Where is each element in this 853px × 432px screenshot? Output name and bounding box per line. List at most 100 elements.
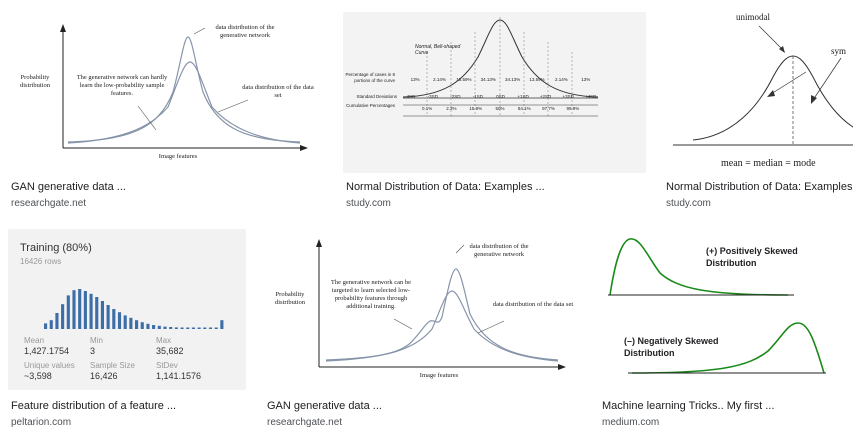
histogram-bar — [152, 325, 156, 329]
result-thumbnail-5[interactable]: Probability distribution data distributi… — [264, 229, 580, 390]
histogram-bar — [208, 327, 213, 329]
histogram-bar — [203, 327, 207, 329]
histogram-bar — [146, 323, 150, 329]
result-source-4[interactable]: peltarion.com — [11, 417, 72, 428]
hist-stat: Unique values ~3,598 — [24, 361, 90, 382]
skew-negative-label: (–) Negatively Skewed Distribution — [624, 336, 719, 358]
result-title-6[interactable]: Machine learning Tricks.. My first ... — [602, 400, 775, 412]
histogram-bar — [174, 327, 178, 329]
result-card-3[interactable]: unimodal sym mean = median = mode Normal… — [655, 0, 853, 215]
hist-stat: Min 3 — [90, 336, 156, 357]
gan1-dataset-label: data distribution of the data set — [242, 84, 314, 99]
gan-chart-2 — [316, 239, 566, 370]
bell-row-cum-label: Cumulative Percentages — [345, 103, 395, 108]
bell-sd-tick: +4SD — [585, 94, 597, 99]
result-title-4[interactable]: Feature distribution of a feature ... — [11, 400, 177, 412]
result-thumbnail-6[interactable]: (+) Positively Skewed Distribution (–) N… — [598, 229, 834, 390]
histogram-bar — [44, 323, 48, 329]
bell-cum-label: 2.3% — [446, 106, 457, 111]
hist-stat-label: StDev — [156, 361, 178, 370]
bell-sd-tick: +3SD — [562, 94, 574, 99]
hist-stat-label: Min — [90, 336, 103, 345]
histogram-bar — [186, 327, 190, 329]
symmetric-curve-chart — [673, 25, 853, 146]
hist-stat-label: Unique values — [24, 361, 75, 370]
histogram-bar — [135, 320, 139, 329]
gan2-xlabel: Image features — [419, 372, 459, 379]
skewed-distribution-chart — [608, 238, 826, 374]
hist-stats-grid: Mean 1,427.1754 Min 3 Max 35,682 Unique values… — [24, 336, 234, 388]
result-card-4[interactable]: Training (80%) 16426 rows Mean 1,427.1754… — [0, 215, 256, 432]
hist-stat: Sample Size 16,426 — [90, 361, 156, 382]
bell-cum-label: 50% — [495, 106, 505, 111]
bell-cum-label: 0.1% — [422, 106, 433, 111]
skew-positive-label: (+) Positively Skewed Distribution — [706, 246, 798, 268]
hist-stat-value: 16,426 — [90, 371, 118, 381]
histogram-bar — [157, 325, 161, 329]
histogram-bar — [106, 305, 110, 329]
hist-stat: Mean 1,427.1754 — [24, 336, 90, 357]
result-title-3[interactable]: Normal Distribution of Data: Examples ..… — [666, 181, 853, 193]
bell-sd-row: -4SD -3SD -2SD -1SD 0SD +1SD +2SD +3SD +4SD — [399, 94, 602, 102]
gan-chart-1 — [60, 24, 308, 151]
result-thumbnail-4[interactable]: Training (80%) 16426 rows Mean 1,427.1754… — [8, 229, 246, 390]
histogram-bar — [129, 317, 133, 329]
histogram-bar — [163, 326, 167, 329]
bell-portion-label: 2.14% — [555, 77, 568, 82]
result-title-5[interactable]: GAN generative data ... — [267, 400, 382, 412]
histogram-bar — [55, 313, 59, 329]
sym-label-right: sym — [831, 46, 847, 56]
hist-stat: Max 35,682 — [156, 336, 222, 357]
result-title-2[interactable]: Normal Distribution of Data: Examples ..… — [346, 181, 545, 193]
bell-cum-label: 84.1% — [517, 106, 531, 111]
bell-sd-tick: -3SD — [427, 94, 438, 99]
histogram-bar — [214, 327, 218, 329]
histogram-bar — [169, 327, 173, 329]
histogram-bar — [180, 327, 184, 329]
sym-label-bottom: mean = median = mode — [721, 158, 816, 169]
bell-cum-label: 15.9% — [469, 106, 483, 111]
histogram-bar — [95, 297, 99, 329]
result-card-1[interactable]: Probability distribution data distributi… — [0, 0, 335, 215]
hist-stat-value: ~3,598 — [24, 371, 52, 381]
result-thumbnail-1[interactable]: Probability distribution data distributi… — [8, 12, 325, 173]
result-title-1[interactable]: GAN generative data ... — [11, 181, 126, 193]
hist-stat-value: 1,427.1754 — [24, 346, 70, 356]
result-source-1[interactable]: researchgate.net — [11, 198, 87, 209]
result-card-6[interactable]: (+) Positively Skewed Distribution (–) N… — [590, 215, 853, 432]
result-thumbnail-2[interactable]: Normal, Bell-shaped Curve Percentage of … — [343, 12, 646, 173]
gan2-ylabel: Probability distribution — [275, 291, 305, 306]
gan1-ylabel: Probability distribution — [20, 74, 50, 89]
bell-sd-tick: +2SD — [539, 94, 552, 99]
histogram-chart — [44, 289, 224, 329]
bell-portion-label: 13.59% — [529, 77, 545, 82]
histogram-bar — [61, 304, 65, 329]
result-thumbnail-3[interactable]: unimodal sym mean = median = mode — [663, 12, 853, 173]
histogram-bar — [140, 322, 144, 329]
result-source-3[interactable]: study.com — [666, 198, 711, 209]
bell-portion-label: 34.13% — [505, 77, 521, 82]
histogram-bar — [220, 320, 224, 329]
result-card-5[interactable]: Probability distribution data distributi… — [256, 215, 590, 432]
histogram-bar — [117, 312, 122, 329]
bell-sd-tick: -4SD — [405, 94, 416, 99]
histogram-bar — [100, 301, 105, 329]
result-card-2[interactable]: Normal, Bell-shaped Curve Percentage of … — [335, 0, 655, 215]
bell-row-percent-label: Percentage of cases in 8 portions of the… — [345, 72, 395, 83]
histogram-bar — [49, 320, 53, 329]
result-source-2[interactable]: study.com — [346, 198, 391, 209]
result-source-5[interactable]: researchgate.net — [267, 417, 343, 428]
hist-stat-value: 3 — [90, 346, 96, 356]
histogram-bar — [197, 327, 201, 329]
result-source-6[interactable]: medium.com — [602, 417, 660, 428]
gan2-note: The generative network can be targeted t… — [330, 279, 412, 310]
bell-sd-tick: -2SD — [450, 94, 461, 99]
gan2-dataset-label: data distribution of the data set — [492, 301, 574, 308]
bell-portion-label: 2.14% — [433, 77, 446, 82]
bell-portion-label: 13.59% — [456, 77, 472, 82]
normal-bell-chart — [402, 17, 599, 117]
bell-portion-label: 13% — [410, 77, 420, 82]
bell-sd-tick: -1SD — [472, 94, 484, 99]
histogram-bar — [83, 291, 87, 329]
hist-heading: Training (80%) — [20, 242, 92, 254]
